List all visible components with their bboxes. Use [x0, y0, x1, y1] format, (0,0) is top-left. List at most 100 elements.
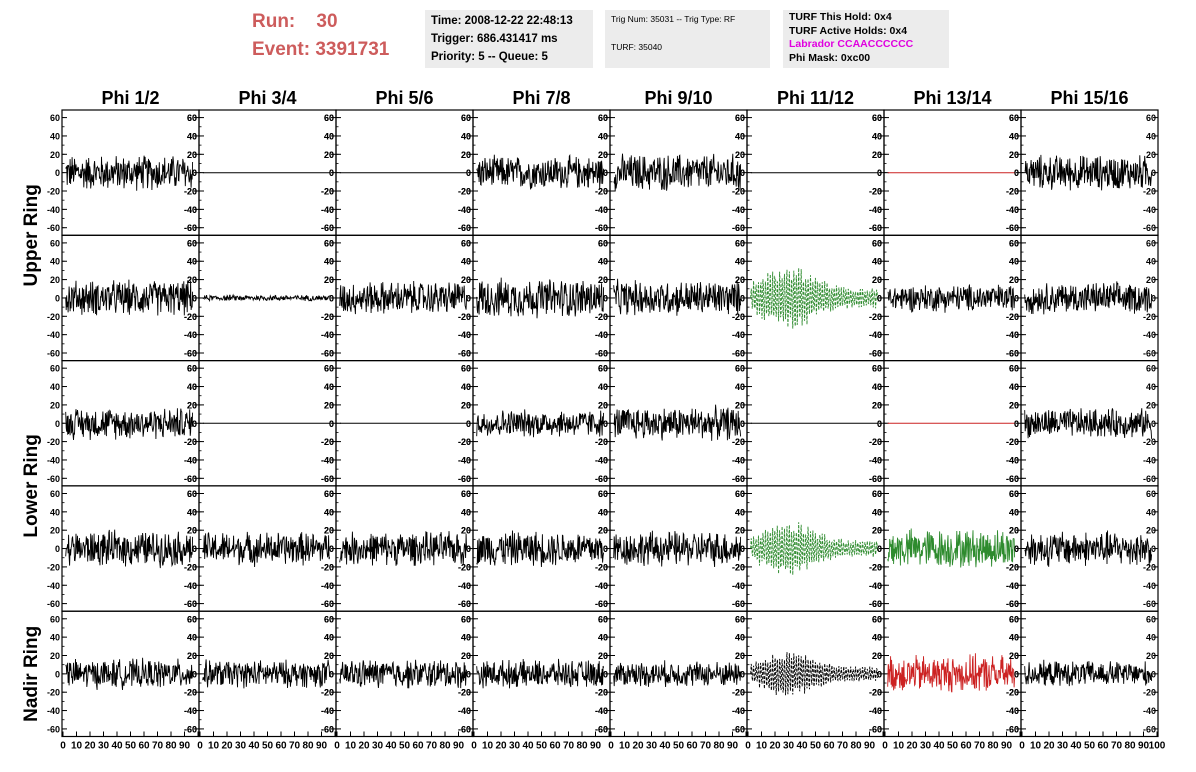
y-tick-label: 60 [735, 489, 745, 499]
y-tick-label: 0 [877, 669, 882, 679]
y-tick-label: 20 [1009, 526, 1019, 536]
x-tick-label: 30 [1057, 741, 1069, 752]
y-tick-label: 40 [872, 257, 882, 267]
y-tick-label: 0 [740, 419, 745, 429]
y-tick-label: -60 [1006, 724, 1019, 734]
x-tick-label: 30 [372, 741, 384, 752]
x-tick-label: 60 [1097, 741, 1109, 752]
y-tick-label: -60 [184, 599, 197, 609]
waveform-panel: -60 -60 -40 -40 -20 -20 0 0 20 20 40 40 60 60 [1006, 360, 1159, 487]
y-tick-label: -20 [458, 187, 471, 197]
y-tick-label: -20 [1006, 562, 1019, 572]
y-tick-label: -40 [732, 706, 745, 716]
y-tick-label: 60 [187, 614, 197, 624]
x-tick-label: 20 [1043, 741, 1055, 752]
y-tick-label: -40 [458, 455, 471, 465]
y-tick-label: 0 [1014, 419, 1019, 429]
y-tick-label: -40 [184, 205, 197, 215]
waveform-trace [750, 652, 879, 696]
x-tick-label: 40 [796, 741, 808, 752]
y-tick-label: 0 [740, 293, 745, 303]
y-tick-label: -40 [732, 205, 745, 215]
y-tick-label: 0 [877, 168, 882, 178]
y-tick-label: -20 [869, 437, 882, 447]
y-tick-label: 20 [735, 275, 745, 285]
y-tick-label: 40 [187, 257, 197, 267]
waveform-trace [1024, 530, 1153, 567]
x-tick-label: 80 [302, 741, 314, 752]
y-tick-label: 40 [187, 507, 197, 517]
y-tick-label: -20 [1143, 437, 1156, 447]
y-tick-label: 0 [466, 419, 471, 429]
x-tick-label: 40 [659, 741, 671, 752]
x-tick-label: 20 [769, 741, 781, 752]
y-tick-label: -60 [321, 349, 334, 359]
x-tick-label: 20 [84, 741, 96, 752]
y-tick-label: 20 [1009, 651, 1019, 661]
y-tick-label: -40 [321, 706, 334, 716]
y-tick-label: 40 [324, 633, 334, 643]
y-tick-label: 60 [735, 238, 745, 248]
y-tick-label: 40 [461, 633, 471, 643]
y-tick-label: 20 [461, 526, 471, 536]
y-tick-label: -20 [869, 187, 882, 197]
waveform-trace [750, 522, 879, 576]
waveform-trace [613, 404, 742, 441]
time-info-box: Time: 2008-12-22 22:48:13 Trigger: 686.4… [425, 10, 593, 68]
y-tick-label: 60 [1009, 489, 1019, 499]
y-tick-label: 60 [872, 113, 882, 123]
y-tick-label: -60 [458, 349, 471, 359]
y-tick-label: 20 [461, 275, 471, 285]
y-tick-label: 0 [877, 419, 882, 429]
y-tick-label: 0 [329, 168, 334, 178]
y-tick-label: 60 [1146, 113, 1156, 123]
y-tick-label: 40 [1009, 633, 1019, 643]
y-tick-label: 0 [740, 419, 745, 429]
y-tick-label: -20 [458, 187, 471, 197]
y-tick-label: 0 [603, 419, 608, 429]
y-tick-label: 40 [1009, 382, 1019, 392]
y-tick-label: 60 [1146, 489, 1156, 499]
y-tick-label: -60 [458, 724, 471, 734]
y-tick-label: -20 [732, 312, 745, 322]
y-tick-label: -40 [184, 205, 197, 215]
y-tick-label: 0 [1151, 544, 1156, 554]
y-tick-label: 40 [1009, 257, 1019, 267]
y-tick-label: -20 [184, 312, 197, 322]
y-tick-label: 60 [1009, 614, 1019, 624]
y-tick-label: 0 [329, 419, 334, 429]
y-tick-label: -60 [869, 474, 882, 484]
x-tick-label: 10 [756, 741, 768, 752]
waveform-panel: -60 -60 -40 -40 -20 -20 0 0 20 20 40 40 60 60 [595, 109, 748, 236]
y-tick-label: 0 [1014, 419, 1019, 429]
row-label: Lower Ring [21, 434, 42, 537]
y-tick-label: -60 [184, 223, 197, 233]
waveform-trace [339, 531, 468, 566]
y-tick-label: 40 [598, 382, 608, 392]
y-tick-label: -20 [595, 688, 608, 698]
x-tick-label: 50 [673, 741, 685, 752]
y-tick-label: 20 [872, 651, 882, 661]
y-tick-label: 40 [735, 131, 745, 141]
y-tick-label: -60 [1006, 223, 1019, 233]
x-tick-label: 40 [522, 741, 534, 752]
y-tick-label: 60 [324, 364, 334, 374]
y-tick-label: -60 [1006, 349, 1019, 359]
x-tick-label: 70 [1111, 741, 1123, 752]
y-tick-label: 60 [50, 364, 60, 374]
y-tick-label: 40 [324, 507, 334, 517]
x-tick-label: 90 [590, 741, 602, 752]
y-tick-label: 40 [1146, 131, 1156, 141]
y-tick-label: -60 [1143, 474, 1156, 484]
y-tick-label: -60 [595, 223, 608, 233]
x-tick-label: 80 [439, 741, 451, 752]
x-tick-label: 70 [563, 741, 575, 752]
y-tick-label: 60 [50, 614, 60, 624]
waveform-panel: -60 -60 -40 -40 -20 -20 0 0 20 20 40 40 60 60 [184, 485, 337, 612]
y-tick-label: -60 [595, 599, 608, 609]
y-tick-label: 0 [877, 544, 882, 554]
y-tick-label: 20 [187, 275, 197, 285]
y-tick-label: -60 [595, 724, 608, 734]
